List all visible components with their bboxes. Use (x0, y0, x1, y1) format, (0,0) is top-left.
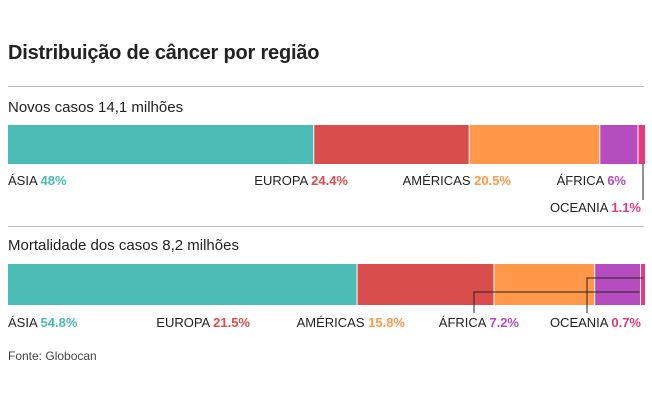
leader-line (473, 291, 640, 313)
category-label: AMÉRICAS (297, 315, 369, 330)
bar-segment (637, 125, 645, 164)
data-label: EUROPA 21.5% (156, 315, 250, 330)
panel-divider (8, 226, 644, 227)
value-label: 48% (41, 173, 67, 188)
bar-segment (313, 125, 470, 164)
leader-line (586, 277, 643, 313)
panel-title-mortality: Mortalidade dos casos 8,2 milhões (8, 237, 239, 254)
category-label: ÁFRICA (557, 173, 608, 188)
category-label: OCEANIA (550, 315, 611, 330)
data-label: ÁSIA 54.8% (8, 315, 78, 330)
category-label: ÁSIA (8, 315, 41, 330)
data-label: AMÉRICAS 15.8% (297, 315, 406, 330)
chart-title: Distribuição de câncer por região (8, 42, 320, 64)
bar-segment (469, 125, 600, 164)
bar-segment (640, 264, 645, 305)
category-label: OCEANIA (550, 200, 611, 215)
category-label: ÁFRICA (439, 315, 490, 330)
category-label: AMÉRICAS (403, 173, 475, 188)
source-note: Fonte: Globocan (8, 349, 97, 363)
data-label: ÁSIA 48% (8, 173, 67, 188)
value-label: 7.2% (489, 315, 519, 330)
data-label: ÁFRICA 7.2% (439, 315, 520, 330)
value-label: 21.5% (213, 315, 250, 330)
category-label: EUROPA (254, 173, 311, 188)
bar-segment (494, 264, 595, 305)
panel-title-new-cases: Novos casos 14,1 milhões (8, 99, 184, 116)
bar-segment (594, 264, 641, 305)
data-label: ÁFRICA 6% (557, 173, 627, 188)
value-label: 54.8% (41, 315, 78, 330)
category-label: ÁSIA (8, 173, 41, 188)
value-label: 20.5% (474, 173, 511, 188)
title-divider (8, 86, 644, 87)
value-label: 24.4% (311, 173, 348, 188)
data-label: EUROPA 24.4% (254, 173, 348, 188)
value-label: 6% (607, 173, 626, 188)
bar-segment (8, 264, 358, 305)
bar-segment (599, 125, 638, 164)
bar-segment (357, 264, 495, 305)
bar-segment (8, 125, 314, 164)
value-label: 0.7% (611, 315, 641, 330)
data-label: OCEANIA 0.7% (550, 315, 641, 330)
category-label: EUROPA (156, 315, 213, 330)
value-label: 1.1% (611, 200, 641, 215)
value-label: 15.8% (368, 315, 405, 330)
data-label: AMÉRICAS 20.5% (403, 173, 512, 188)
data-label: OCEANIA 1.1% (550, 200, 641, 215)
